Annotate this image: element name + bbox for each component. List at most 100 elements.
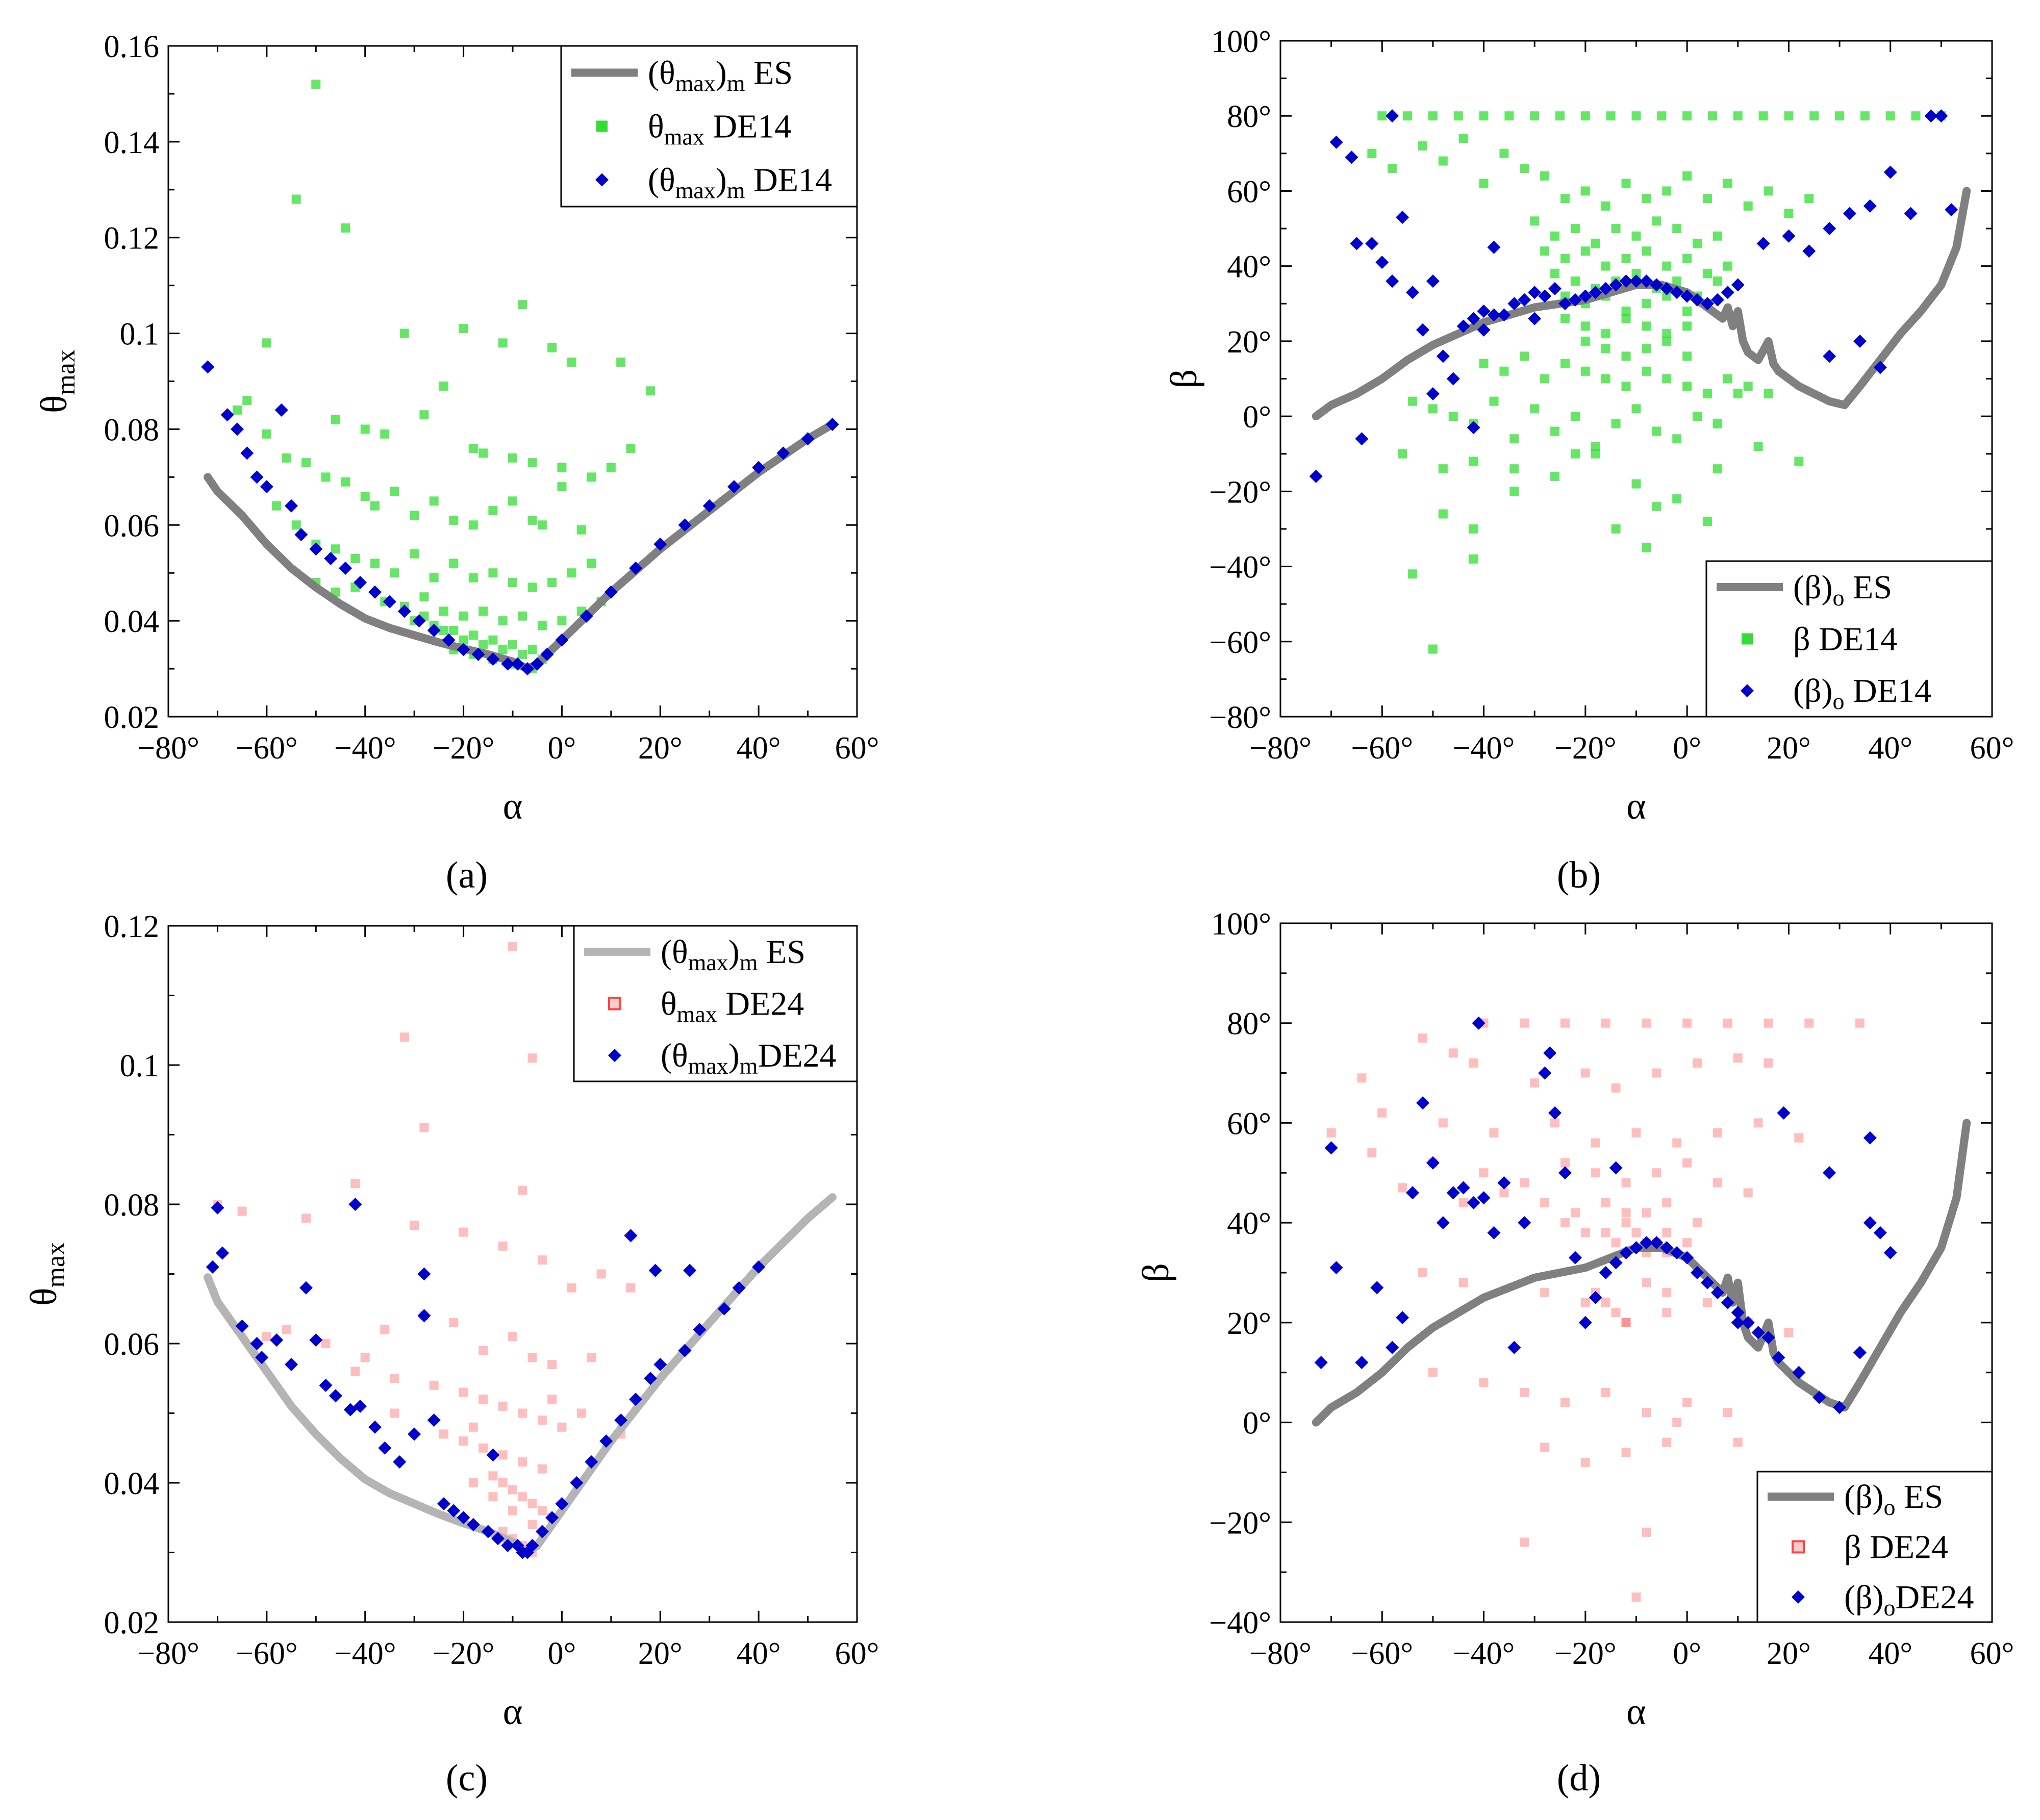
scatter-point [1642,246,1651,256]
scatter-point [1428,1368,1438,1377]
optimum-point [1477,323,1491,337]
scatter-point [1784,1328,1794,1337]
optimum-point [1741,1316,1755,1329]
scatter-point [1621,1448,1631,1457]
legend-label-main: (θ [648,162,675,199]
scatter-point [1499,366,1509,376]
legend-label: θmax DE24 [661,985,804,1027]
optimum-point [1456,319,1470,333]
scatter-point [1489,396,1499,406]
scatter-point [449,559,459,568]
scatter-point [1408,569,1418,579]
scatter-point [1611,1238,1621,1248]
y-tick-label: 40° [1227,1206,1271,1241]
scatter-point [1642,366,1651,376]
scatter-point [1418,141,1427,151]
scatter-point [1591,442,1600,451]
x-tick-label: −60° [236,1636,298,1671]
scatter-point [360,491,370,501]
scatter-point [488,635,498,645]
legend-label-tail: DE24 [1861,1529,1948,1566]
scatter-point [1469,524,1478,534]
legend-label-after: ) [716,162,727,199]
scatter-point [1438,156,1448,166]
x-tick-label: 60° [835,731,879,766]
legend-label-main: (β) [1793,672,1833,710]
optimum-point [1853,334,1867,348]
scatter-point [1712,1178,1722,1187]
optimum-point [525,1538,539,1552]
scatter-point [1723,1408,1732,1417]
scatter-point [1642,1278,1651,1287]
y-tick-label: 0.12 [104,221,160,256]
optimum-point [437,1497,450,1510]
scatter-point [1621,351,1631,361]
scatter-point [1652,216,1661,226]
optimum-point [1589,286,1602,299]
scatter-point [1448,1048,1458,1058]
scatter-point [321,472,331,482]
optimum-point [535,1525,549,1538]
optimum-point [1472,1016,1485,1030]
scatter-point [1672,494,1682,504]
scatter-point [419,592,429,602]
legend-label-tail: ES [1896,1478,1944,1515]
optimum-point [1701,297,1714,311]
scatter-point [498,1241,508,1251]
legend-label: (θmax)m ES [648,55,793,96]
optimum-point [201,360,215,374]
scatter-point [1631,404,1641,414]
scatter-point [508,453,517,463]
scatter-point [1652,1168,1661,1178]
scatter-point [1642,321,1651,331]
scatter-point [1631,1128,1641,1138]
scatter-point [1580,1457,1590,1467]
scatter-point [1499,148,1509,158]
scatter-point [478,1443,488,1453]
x-tick-label: −80° [1249,731,1312,766]
scatter-point [596,1269,606,1279]
scatter-point [449,1318,459,1328]
legend-label-main: (θ [661,933,688,971]
scatter-point [1682,111,1692,121]
optimum-point [732,1281,746,1295]
optimum-point [501,1538,515,1552]
optimum-point [693,1323,707,1336]
scatter-point [1611,419,1621,428]
y-tick-label: −40° [1209,550,1271,585]
scatter-point [1418,1268,1427,1277]
scatter-point [468,1422,478,1432]
scatter-point [1784,209,1794,218]
optimum-point [1487,1226,1501,1240]
optimum-point [1314,1356,1328,1370]
scatter-point [557,1422,567,1432]
scatter-point [1794,457,1804,466]
scatter-point [1733,1053,1743,1063]
scatter-point [1611,524,1621,534]
optimum-point [599,1434,613,1448]
optimum-point [206,1260,219,1274]
scatter-point [1367,148,1377,158]
legend-square-swatch [1742,633,1753,645]
scatter-point [498,338,508,348]
scatter-point [1885,111,1895,121]
scatter-point [1540,1198,1550,1207]
scatter-point [1743,201,1753,211]
optimum-point [1543,1046,1557,1060]
optimum-point [1904,207,1918,220]
scatter-point [1703,194,1712,204]
scatter-point [1580,321,1590,331]
scatter-point [1418,1033,1427,1043]
scatter-point [282,453,291,463]
scatter-point [1642,1408,1651,1417]
scatter-point [1672,276,1682,286]
legend-label-tail: DE14 [704,108,791,145]
optimum-point [585,1455,598,1469]
optimum-point [481,1525,495,1538]
scatter-point [1601,1018,1610,1028]
scatter-point [262,338,271,348]
scatter-point [1631,1592,1641,1602]
legend-label: (β)o ES [1793,569,1892,611]
optimum-point [1365,237,1379,250]
